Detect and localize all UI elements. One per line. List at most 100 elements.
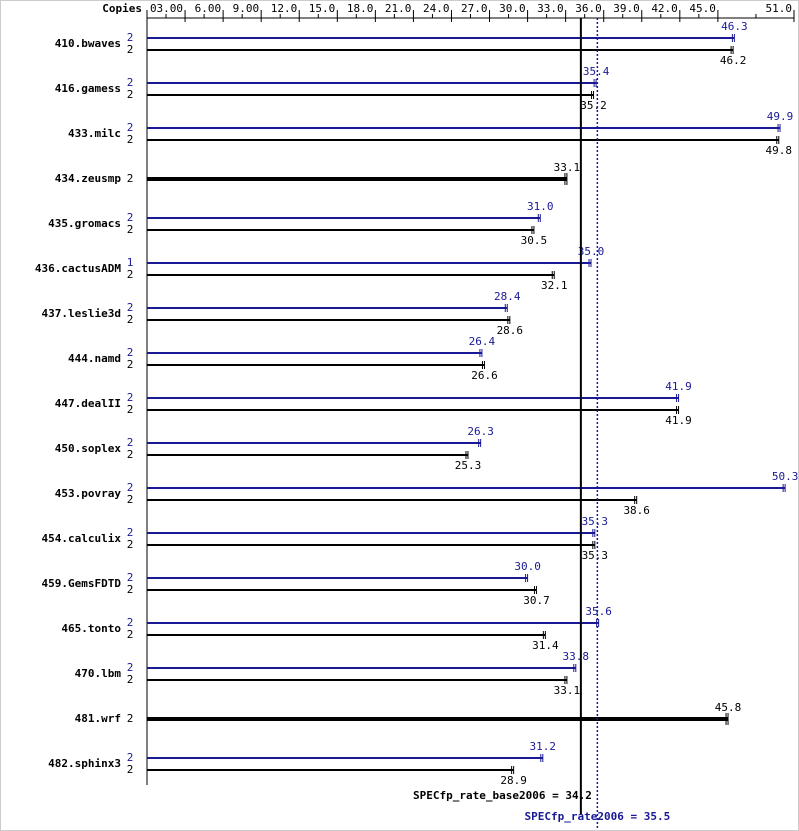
- benchmark-label: 453.povray: [55, 487, 122, 500]
- x-tick-label: 12.0: [271, 2, 298, 15]
- copies-label: 2: [127, 403, 134, 416]
- x-tick-label: 18.0: [347, 2, 374, 15]
- value-label: 31.0: [527, 200, 554, 213]
- x-tick-label: 30.0: [499, 2, 526, 15]
- reference-label-text: SPECfp_rate_base2006 =: [413, 789, 559, 802]
- copies-label: 2: [127, 313, 134, 326]
- benchmark-label: 444.namd: [68, 352, 121, 365]
- x-tick-label: 39.0: [613, 2, 640, 15]
- value-label: 35.4: [583, 65, 610, 78]
- value-label: 25.3: [455, 459, 482, 472]
- benchmark-label: 434.zeusmp: [55, 172, 122, 185]
- copies-label: 2: [127, 358, 134, 371]
- copies-label: 2: [127, 391, 134, 404]
- benchmark-label: 454.calculix: [42, 532, 122, 545]
- copies-label: 2: [127, 538, 134, 551]
- value-label: 45.8: [715, 701, 742, 714]
- reference-value: 34.2: [565, 789, 592, 802]
- benchmark-label: 435.gromacs: [48, 217, 121, 230]
- copies-label: 2: [127, 751, 134, 764]
- benchmark-label: 410.bwaves: [55, 37, 121, 50]
- benchmark-label: 416.gamess: [55, 82, 121, 95]
- copies-label: 2: [127, 712, 134, 725]
- value-label: 35.2: [580, 99, 607, 112]
- value-label: 46.2: [720, 54, 747, 67]
- value-label: 28.4: [494, 290, 521, 303]
- copies-label: 2: [127, 223, 134, 236]
- benchmark-label: 450.soplex: [55, 442, 122, 455]
- copies-label: 2: [127, 31, 134, 44]
- copies-label: 2: [127, 436, 134, 449]
- value-label: 33.1: [554, 161, 581, 174]
- value-label: 33.8: [563, 650, 590, 663]
- benchmark-label: 437.leslie3d: [42, 307, 121, 320]
- value-label: 50.3: [772, 470, 799, 483]
- reference-value: 35.5: [644, 810, 671, 823]
- value-label: 31.4: [532, 639, 559, 652]
- value-label: 35.3: [582, 515, 609, 528]
- value-label: 30.7: [523, 594, 550, 607]
- value-label: 33.1: [554, 684, 581, 697]
- x-tick-label: 42.0: [651, 2, 678, 15]
- benchmark-label: 470.lbm: [75, 667, 122, 680]
- x-tick-label: 21.0: [385, 2, 412, 15]
- value-label: 35.3: [582, 549, 609, 562]
- x-tick-label: 6.00: [195, 2, 222, 15]
- x-tick-label: 24.0: [423, 2, 450, 15]
- value-label: 26.6: [471, 369, 498, 382]
- copies-label: 2: [127, 493, 134, 506]
- value-label: 46.3: [721, 20, 748, 33]
- copies-label: 2: [127, 673, 134, 686]
- x-tick-label: 33.0: [537, 2, 564, 15]
- benchmark-label: 482.sphinx3: [48, 757, 121, 770]
- value-label: 35.6: [585, 605, 612, 618]
- x-tick-label: 0: [150, 2, 157, 15]
- copies-label: 2: [127, 121, 134, 134]
- copies-label: 2: [127, 571, 134, 584]
- value-label: 41.9: [665, 380, 692, 393]
- x-tick-label: 36.0: [575, 2, 602, 15]
- copies-label: 2: [127, 616, 134, 629]
- value-label: 28.6: [497, 324, 524, 337]
- x-tick-label: 15.0: [309, 2, 336, 15]
- reference-label: SPECfp_rate_base2006 = 34.2: [413, 789, 592, 802]
- copies-label: 2: [127, 133, 134, 146]
- copies-label: 2: [127, 526, 134, 539]
- x-tick-label: 3.00: [157, 2, 184, 15]
- copies-label: 2: [127, 763, 134, 776]
- value-label: 49.9: [767, 110, 794, 123]
- benchmark-label: 459.GemsFDTD: [42, 577, 122, 590]
- copies-label: 2: [127, 628, 134, 641]
- value-label: 26.3: [467, 425, 494, 438]
- copies-label: 2: [127, 583, 134, 596]
- value-label: 26.4: [469, 335, 496, 348]
- benchmark-label: 481.wrf: [75, 712, 121, 725]
- copies-label: 2: [127, 76, 134, 89]
- copies-label: 2: [127, 211, 134, 224]
- reference-label-text: SPECfp_rate2006 =: [525, 810, 638, 823]
- benchmark-label: 436.cactusADM: [35, 262, 121, 275]
- x-tick-label: 51.0: [766, 2, 793, 15]
- value-label: 30.5: [521, 234, 548, 247]
- value-label: 32.1: [541, 279, 568, 292]
- benchmark-label: 465.tonto: [61, 622, 121, 635]
- copies-header: Copies: [102, 2, 142, 15]
- x-tick-label: 9.00: [233, 2, 260, 15]
- value-label: 30.0: [514, 560, 541, 573]
- copies-label: 2: [127, 43, 134, 56]
- benchmark-label: 447.dealII: [55, 397, 121, 410]
- value-label: 31.2: [530, 740, 557, 753]
- copies-label: 2: [127, 88, 134, 101]
- copies-label: 2: [127, 661, 134, 674]
- copies-label: 2: [127, 301, 134, 314]
- copies-label: 2: [127, 481, 134, 494]
- value-label: 38.6: [623, 504, 650, 517]
- copies-label: 2: [127, 172, 134, 185]
- x-tick-label: 45.0: [689, 2, 716, 15]
- copies-label: 2: [127, 268, 134, 281]
- copies-label: 2: [127, 448, 134, 461]
- value-label: 49.8: [766, 144, 793, 157]
- x-tick-label: 27.0: [461, 2, 488, 15]
- reference-label: SPECfp_rate2006 = 35.5: [525, 810, 671, 823]
